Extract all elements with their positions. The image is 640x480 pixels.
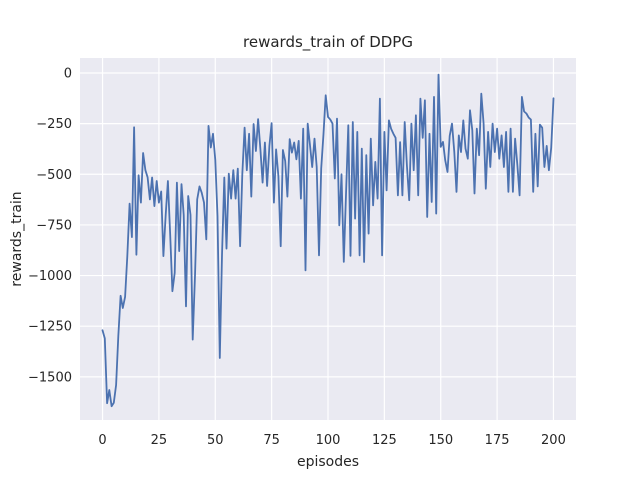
reward-line-layer	[101, 73, 555, 408]
y-tick-label: −1500	[28, 370, 72, 385]
y-tick-label: −1250	[28, 320, 72, 335]
x-tick-label: 75	[263, 433, 280, 448]
y-tick-label: −1000	[28, 269, 72, 284]
y-tick-label: −250	[36, 117, 72, 132]
x-tick-label: 200	[541, 433, 566, 448]
x-tick-label: 150	[428, 433, 453, 448]
gridlines	[80, 58, 576, 420]
x-tick-label: 100	[316, 433, 341, 448]
x-tick-label: 125	[372, 433, 397, 448]
x-tick-label: 175	[485, 433, 510, 448]
y-tick-label: 0	[64, 66, 72, 81]
chart-title: rewards_train of DDPG	[243, 33, 413, 52]
x-tick-label: 0	[98, 433, 106, 448]
y-tick-labels: 0 −250 −500 −750 −1000 −1250 −1500	[28, 66, 72, 385]
y-axis-label: rewards_train	[9, 191, 25, 286]
x-tick-label: 25	[151, 433, 168, 448]
x-axis-label: episodes	[297, 454, 359, 470]
reward-line	[101, 73, 555, 408]
y-tick-label: −750	[36, 218, 72, 233]
x-tick-label: 50	[207, 433, 224, 448]
x-tick-labels: 0 25 50 75 100 125 150 175 200	[98, 433, 565, 448]
y-tick-label: −500	[36, 168, 72, 183]
